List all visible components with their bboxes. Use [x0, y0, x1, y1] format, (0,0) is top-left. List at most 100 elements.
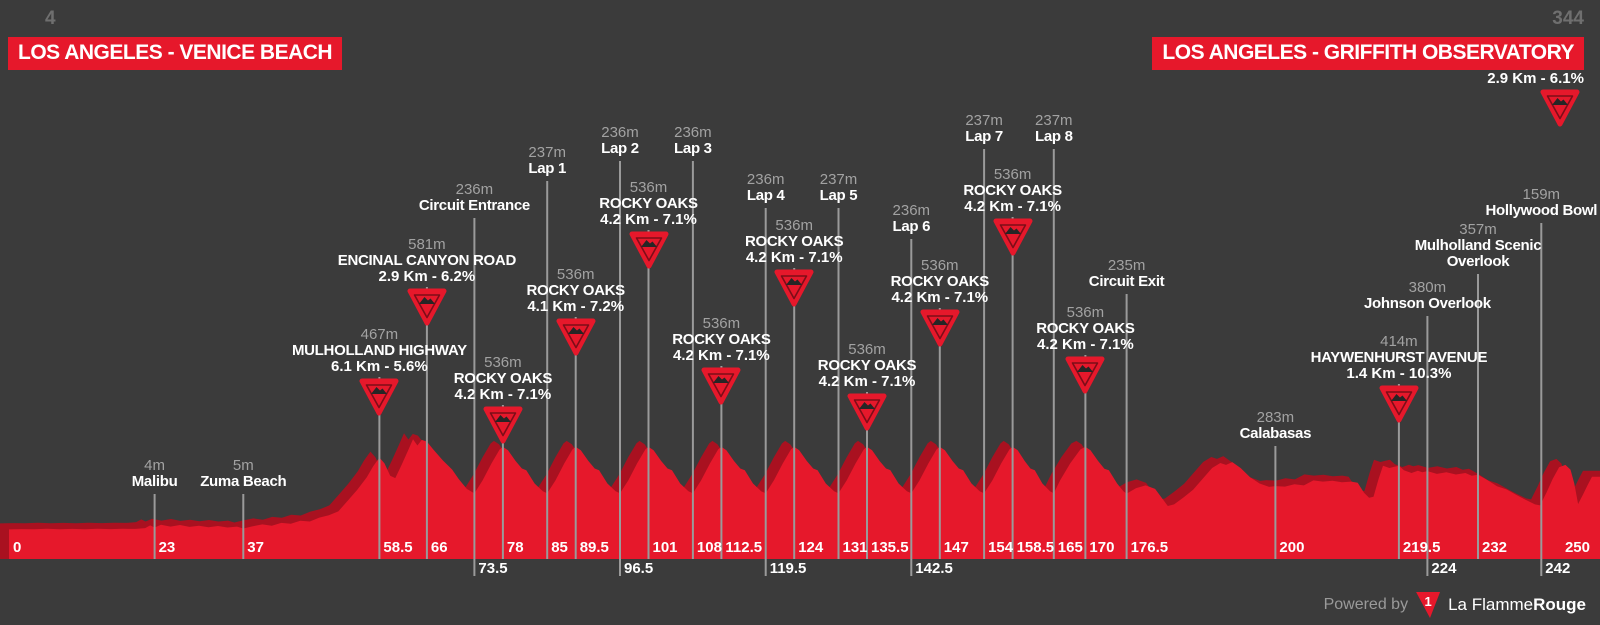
finish-elevation-number: 344	[1552, 8, 1584, 29]
marker-name: ENCINAL CANYON ROAD	[337, 252, 517, 269]
marker-elevation: 536m	[848, 341, 886, 358]
marker-name: Lap 3	[674, 140, 712, 157]
start-elevation-number: 4	[45, 8, 56, 29]
marker-triangle	[554, 230, 744, 270]
marker-gradient: 4.2 Km - 7.1%	[964, 198, 1061, 215]
climb-summit-icon	[1379, 385, 1419, 423]
marker-waypoint-73.5: 236m Circuit Entrance	[379, 182, 569, 214]
marker-name: Lap 4	[746, 187, 785, 204]
marker-name: Johnson Overlook	[1363, 295, 1491, 312]
axis-tick-232: 232	[1482, 539, 1508, 556]
marker-name: Lap 7	[965, 128, 1003, 145]
marker-name: Mulholland Scenic Overlook	[1414, 237, 1542, 270]
powered-by-label: Powered by	[1323, 596, 1409, 613]
marker-waypoint-176.5: 235m Circuit Exit	[1032, 258, 1222, 290]
marker-name: ROCKY OAKS	[890, 273, 990, 290]
axis-tick-101: 101	[652, 539, 678, 556]
axis-tick-176.5: 176.5	[1130, 539, 1169, 556]
marker-climb-219.5: 414m HAYWENHURST AVENUE 1.4 Km - 10.3%	[1304, 334, 1494, 424]
marker-gradient: 1.4 Km - 10.3%	[1346, 365, 1452, 382]
marker-elevation: 536m	[993, 166, 1032, 183]
marker-waypoint-165: 237m Lap 8	[959, 113, 1149, 145]
axis-tick-89.5: 89.5	[579, 539, 609, 556]
marker-name: ROCKY OAKS	[453, 370, 553, 387]
axis-tick-96.5: 96.5	[624, 560, 654, 577]
marker-climb-135.5: 536m ROCKY OAKS 4.2 Km - 7.1%	[772, 342, 962, 432]
brand-regular: La Flamme	[1448, 595, 1534, 614]
marker-waypoint-200: 283m Calabasas	[1180, 410, 1370, 442]
marker-waypoint-96.5: 236m Lap 2	[525, 125, 715, 157]
marker-waypoint-242: 159m Hollywood Bowl	[1446, 187, 1600, 219]
marker-elevation: 236m	[746, 171, 785, 188]
profile-area	[9, 439, 1600, 559]
marker-gradient: 4.2 Km - 7.1%	[454, 386, 552, 403]
axis-tick-219.5: 219.5	[1402, 539, 1441, 556]
marker-elevation: 581m	[408, 236, 446, 253]
marker-name: Lap 6	[892, 218, 931, 235]
marker-elevation: 236m	[455, 181, 494, 198]
marker-climb-58.5: 467m MULHOLLAND HIGHWAY 6.1 Km - 5.6%	[284, 327, 474, 417]
marker-triangle	[918, 217, 1108, 257]
axis-tick-147: 147	[943, 539, 969, 556]
axis-tick-170: 170	[1089, 539, 1115, 556]
marker-elevation: 237m	[1035, 112, 1073, 129]
axis-tick-85: 85	[551, 539, 568, 556]
marker-waypoint-108: 236m Lap 3	[598, 125, 788, 157]
axis-tick-250: 250	[1564, 539, 1590, 556]
marker-name: Lap 2	[601, 140, 639, 157]
marker-elevation: 467m	[360, 326, 399, 343]
marker-elevation: 237m	[965, 112, 1003, 129]
marker-triangle	[408, 405, 598, 445]
marker-elevation: 536m	[775, 217, 813, 234]
start-banner: LOS ANGELES - VENICE BEACH	[8, 37, 343, 70]
marker-triangle	[284, 377, 474, 417]
marker-elevation: 236m	[674, 124, 712, 141]
brand-name: La FlammeRouge	[1448, 595, 1586, 615]
marker-triangle	[626, 366, 816, 406]
marker-name: HAYWENHURST AVENUE	[1310, 349, 1488, 366]
marker-climb-78: 536m ROCKY OAKS 4.2 Km - 7.1%	[408, 355, 598, 445]
marker-triangle	[990, 355, 1180, 395]
climb-summit-icon	[556, 318, 596, 356]
marker-elevation: 536m	[484, 354, 522, 371]
marker-elevation: 414m	[1380, 333, 1418, 350]
climb-summit-icon	[1540, 89, 1580, 127]
climb-summit-icon	[483, 406, 523, 444]
marker-waypoint-232: 357m Mulholland Scenic Overlook	[1398, 222, 1558, 270]
marker-elevation: 5m	[232, 457, 254, 474]
brand-bold: Rouge	[1533, 595, 1586, 614]
marker-elevation: 357m	[1459, 221, 1497, 238]
axis-tick-119.5: 119.5	[769, 560, 807, 577]
axis-tick-66: 66	[430, 539, 448, 556]
marker-name: Lap 8	[1034, 128, 1073, 145]
climb-summit-icon	[847, 393, 887, 431]
marker-name: ROCKY OAKS	[817, 357, 917, 374]
finish-climb-gradient: 2.9 Km - 6.1%	[1487, 70, 1584, 87]
climb-summit-icon	[407, 288, 447, 326]
marker-elevation: 536m	[702, 315, 741, 332]
axis-tick-142.5: 142.5	[915, 560, 953, 577]
axis-tick-112.5: 112.5	[725, 539, 763, 556]
marker-gradient: 4.2 Km - 7.1%	[1037, 336, 1134, 353]
marker-name: ROCKY OAKS	[599, 195, 698, 212]
marker-name: ROCKY OAKS	[744, 233, 844, 250]
finish-climb-marker	[1540, 88, 1580, 133]
marker-gradient: 4.2 Km - 7.1%	[600, 211, 697, 228]
axis-tick-242: 242	[1545, 560, 1571, 577]
marker-elevation: 236m	[892, 202, 931, 219]
marker-climb-147: 536m ROCKY OAKS 4.2 Km - 7.1%	[845, 258, 1035, 348]
marker-name: Calabasas	[1239, 425, 1312, 442]
axis-tick-108: 108	[696, 539, 722, 556]
marker-triangle	[845, 308, 1035, 348]
finish-banner: LOS ANGELES - GRIFFITH OBSERVATORY	[1152, 37, 1584, 70]
axis-tick-158.5: 158.5	[1016, 539, 1055, 556]
marker-elevation: 380m	[1408, 279, 1447, 296]
marker-waypoint-224: 380m Johnson Overlook	[1332, 280, 1522, 312]
marker-name: Hollywood Bowl	[1485, 202, 1598, 219]
marker-elevation: 536m	[556, 266, 595, 283]
marker-waypoint-23: 4m Malibu	[60, 458, 250, 490]
marker-name: ROCKY OAKS	[526, 282, 625, 299]
marker-climb-112.5: 536m ROCKY OAKS 4.2 Km - 7.1%	[626, 316, 816, 406]
